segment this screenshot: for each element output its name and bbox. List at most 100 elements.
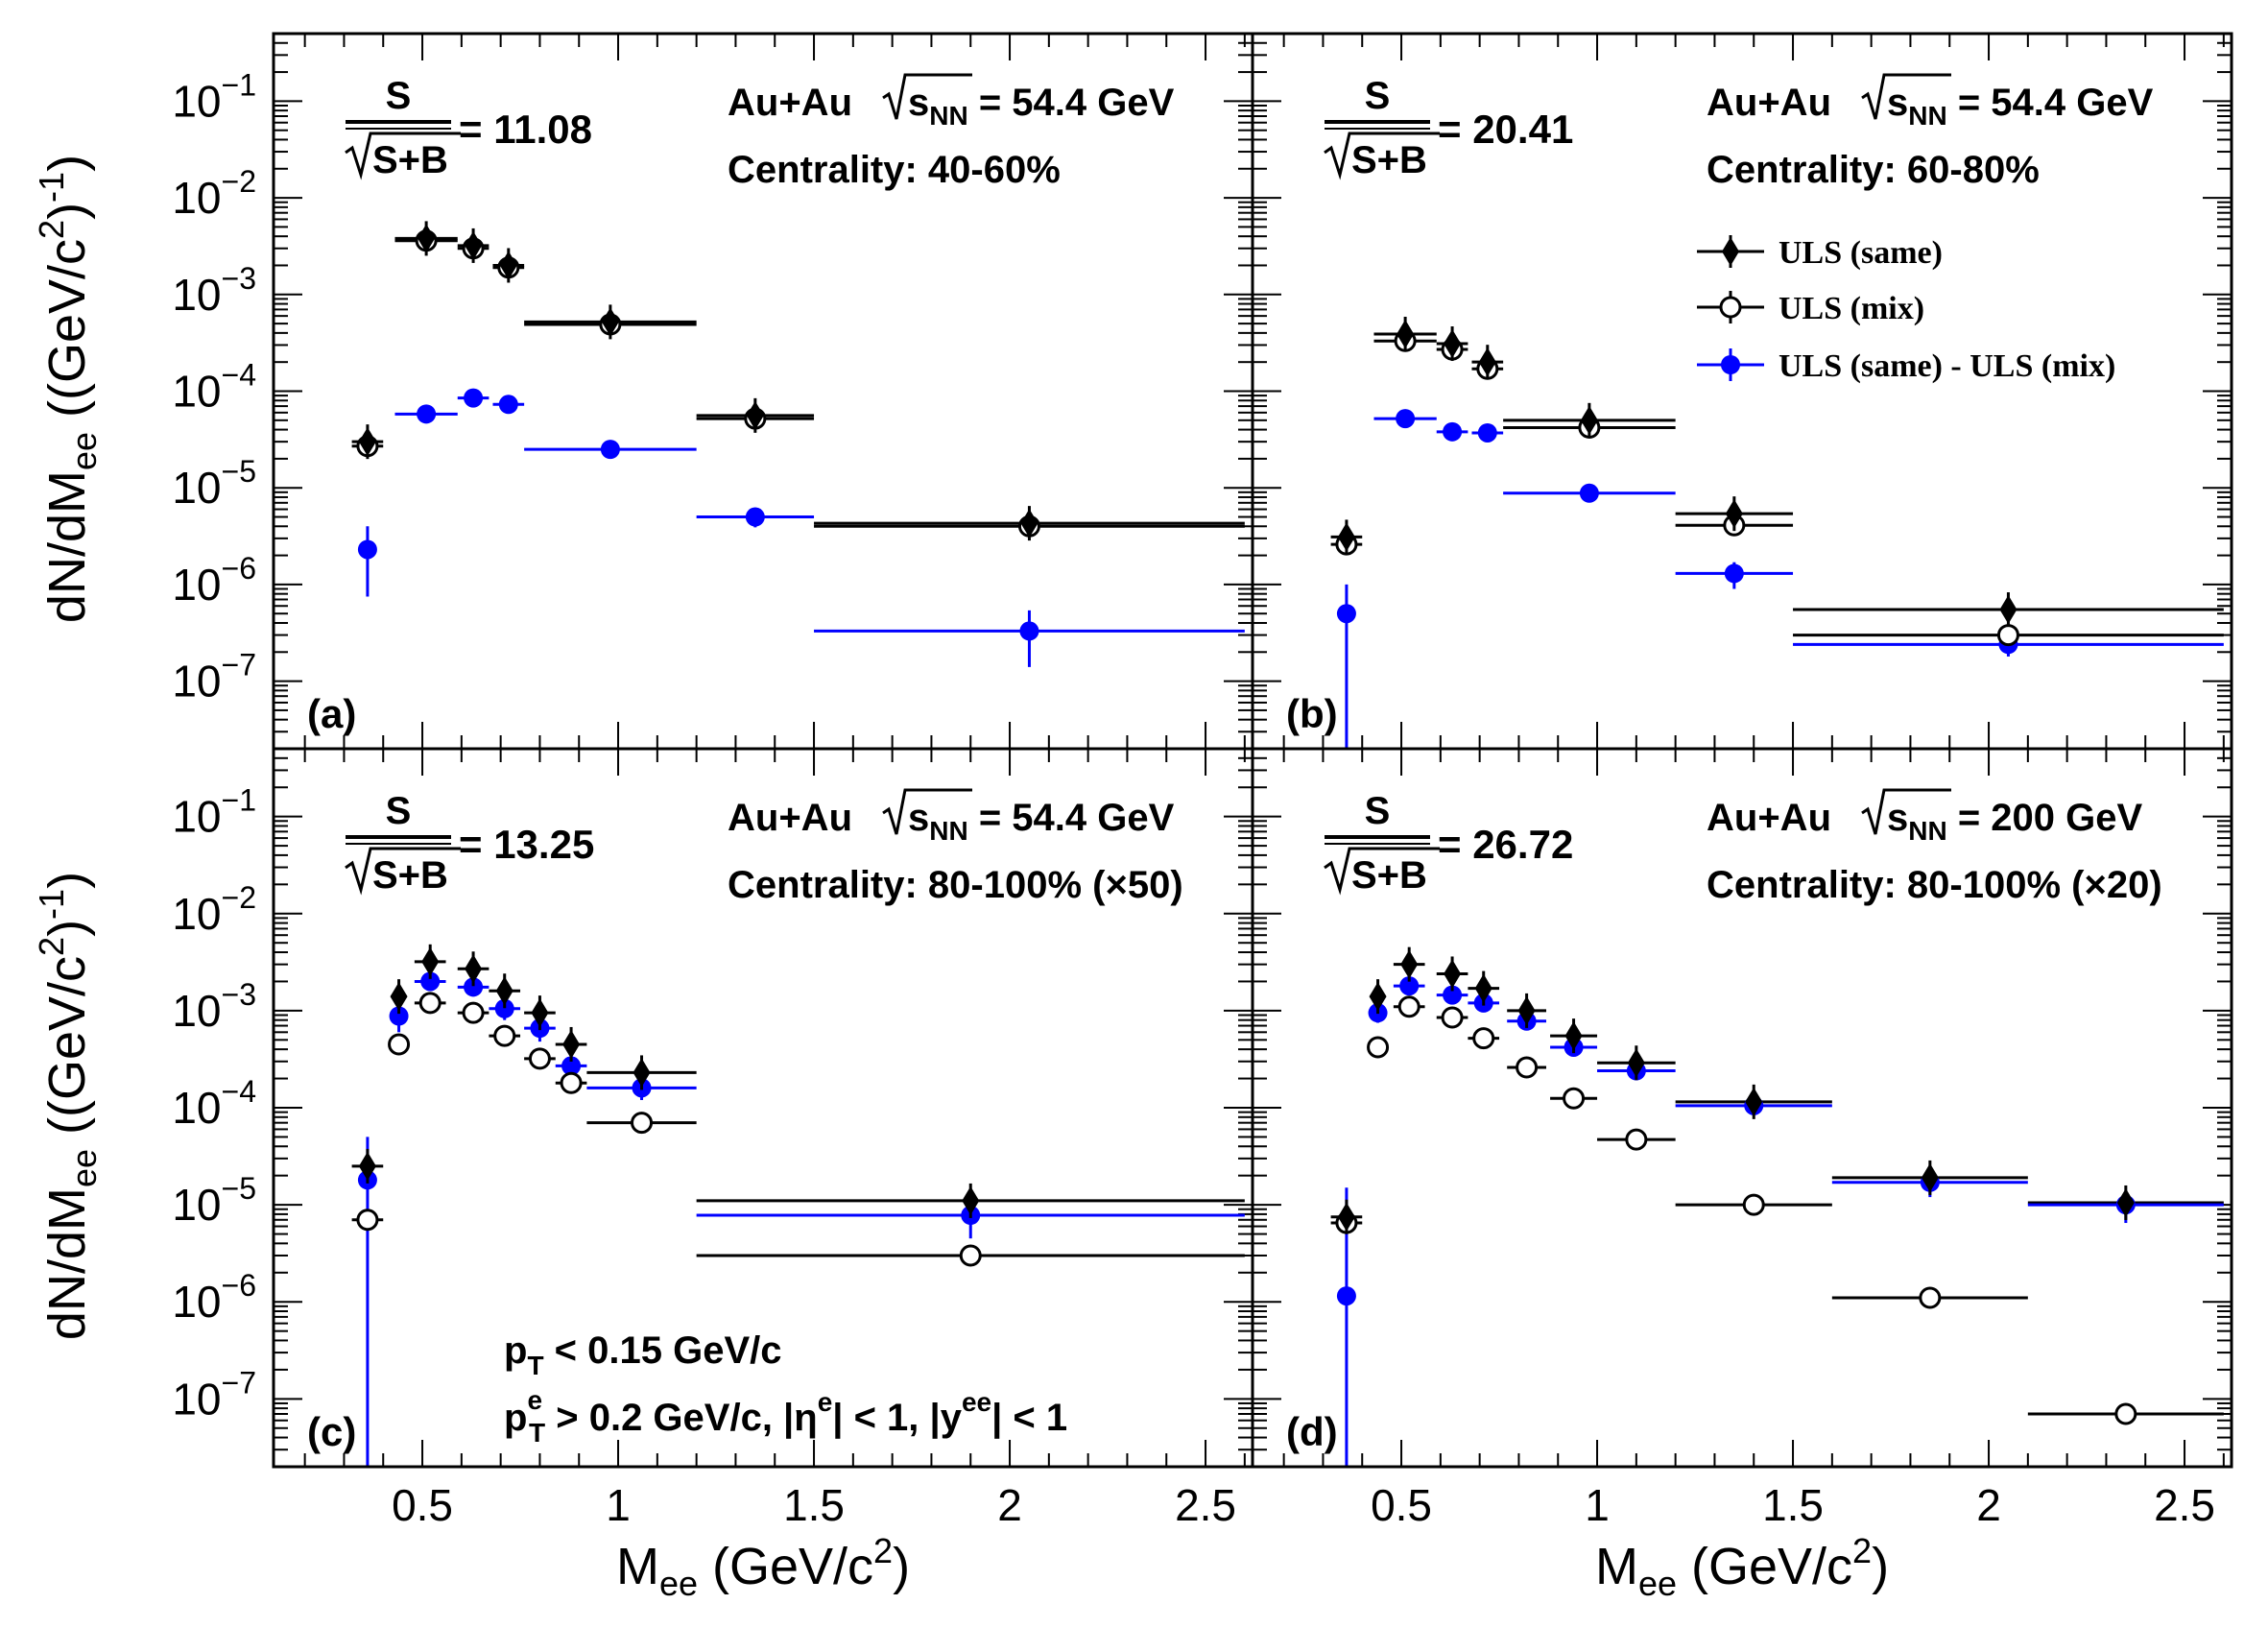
diff-point: [561, 1056, 582, 1076]
y-tick-label: 10−7: [172, 1365, 256, 1424]
mix-point: [1516, 1056, 1539, 1079]
y-tick-label: 10−1: [172, 783, 256, 842]
panel-a: 10−1 10−2 10−3 10−4 10−5 10−6 10−7 (a) S S+B = 11.…: [172, 32, 1254, 751]
sqrt-sign: [882, 788, 972, 835]
same-point: [1517, 995, 1536, 1025]
collision-energy: sNN = 200 GeV: [1887, 797, 2143, 846]
sqrt-sign: [1861, 73, 1951, 120]
x-tick-label: 2: [1976, 1480, 2001, 1530]
same-point: [562, 1029, 581, 1059]
significance-denominator: S+B: [1351, 854, 1427, 897]
significance-denominator: S+B: [372, 139, 448, 181]
sqrt-sign: [345, 847, 461, 896]
significance-value: = 26.72: [1438, 822, 1573, 867]
significance-value: = 20.41: [1438, 107, 1573, 152]
same-point: [1337, 1202, 1355, 1232]
mix-point: [631, 1112, 654, 1135]
diff-point: [1019, 621, 1039, 641]
same-point: [962, 1185, 980, 1215]
same-point: [1478, 347, 1496, 377]
diff-point: [1443, 985, 1463, 1005]
cut-pt-pair: pT < 0.15 GeV/c: [504, 1329, 782, 1380]
same-point: [531, 998, 549, 1028]
diff-point: [1336, 604, 1356, 624]
legend-label-mix: ULS (mix): [1779, 291, 1924, 326]
x-tick-label: 1: [606, 1480, 631, 1530]
panel-c: 0.5 1 1.5 2 2.5 10−1 10−2 10−3 10−4 10−5 10−6 10−7 (…: [172, 747, 1254, 1530]
diff-point: [1336, 1286, 1356, 1306]
collision-energy: sNN = 54.4 GeV: [908, 797, 1175, 846]
mix-point: [1919, 1286, 1942, 1309]
x-tick-label: 2: [997, 1480, 1022, 1530]
same-point: [1444, 959, 1462, 989]
same-point: [495, 976, 513, 1006]
diff-point: [1443, 421, 1463, 442]
mix-point: [528, 1047, 551, 1070]
legend-marker-same: [1722, 237, 1739, 266]
cut-single-electron: pe T > 0.2 GeV/c, |ηe| < 1, |yee| < 1: [504, 1385, 1067, 1448]
diff-point: [417, 404, 437, 424]
mix-point: [493, 1024, 516, 1047]
panel-label: (c): [307, 1409, 356, 1454]
panel-b: (b) S S+B = 20.41 Au+Au sNN = 54.4 GeV Central…: [1251, 32, 2233, 751]
significance-numerator: S: [386, 790, 412, 832]
sqrt-sign: [1324, 847, 1440, 896]
centrality-label: Centrality: 80-100% (×20): [1707, 864, 2162, 906]
y-tick-label: 10−2: [172, 164, 256, 223]
same-point: [465, 230, 483, 260]
mix-point: [388, 1033, 411, 1056]
y-tick-label: 10−5: [172, 454, 256, 513]
sqrt-sign: [882, 73, 972, 120]
diff-point: [1579, 483, 1599, 503]
y-tick-label: 10−7: [172, 648, 256, 706]
diff-point: [745, 507, 765, 527]
diff-point: [494, 998, 514, 1018]
mix-point: [418, 992, 442, 1015]
y-tick-label: 10−1: [172, 67, 256, 126]
x-tick-label: 0.5: [392, 1480, 453, 1530]
same-point: [465, 954, 483, 984]
legend-label-same: ULS (same): [1779, 235, 1943, 271]
mix-point: [356, 1209, 379, 1232]
mix-point: [1996, 624, 2019, 647]
diff-point: [1396, 409, 1416, 429]
significance-numerator: S: [386, 75, 412, 117]
x-tick-label: 1: [1585, 1480, 1610, 1530]
collision-system: Au+Au: [728, 797, 852, 839]
same-point: [499, 251, 517, 280]
centrality-label: Centrality: 80-100% (×50): [728, 864, 1183, 906]
mix-point: [959, 1244, 982, 1267]
significance-numerator: S: [1365, 790, 1391, 832]
mix-point: [1367, 1036, 1390, 1059]
same-point: [390, 982, 408, 1012]
same-point: [633, 1058, 651, 1088]
panel-label: (a): [307, 691, 356, 736]
collision-system: Au+Au: [1707, 82, 1831, 124]
same-point: [1999, 595, 2017, 625]
collision-system: Au+Au: [728, 82, 852, 124]
diff-point: [357, 539, 377, 560]
sqrt-sign: [1324, 132, 1440, 180]
same-point: [1400, 949, 1419, 979]
panel-label: (d): [1286, 1409, 1338, 1454]
sqrt-sign: [1861, 788, 1951, 835]
panel-label: (b): [1286, 691, 1338, 736]
y-tick-label: 10−4: [172, 1074, 256, 1133]
mix-point: [1563, 1087, 1586, 1110]
y-tick-label: 10−6: [172, 551, 256, 610]
same-point: [1474, 973, 1492, 1003]
x-tick-label: 1.5: [783, 1480, 845, 1530]
mix-point: [1625, 1128, 1648, 1151]
x-axis-title: Mee (GeV/c2): [1595, 1531, 1889, 1603]
significance-value: = 13.25: [459, 822, 594, 867]
x-tick-label: 2.5: [1175, 1480, 1236, 1530]
x-tick-label: 0.5: [1371, 1480, 1432, 1530]
y-axis-title: dN/dMee ((GeV/c2)-1): [32, 155, 104, 623]
mix-point: [560, 1071, 583, 1094]
mix-point: [1441, 1006, 1464, 1029]
diff-point: [1724, 563, 1744, 584]
diff-point: [600, 440, 620, 460]
same-point: [1627, 1048, 1645, 1078]
same-point: [418, 224, 436, 253]
